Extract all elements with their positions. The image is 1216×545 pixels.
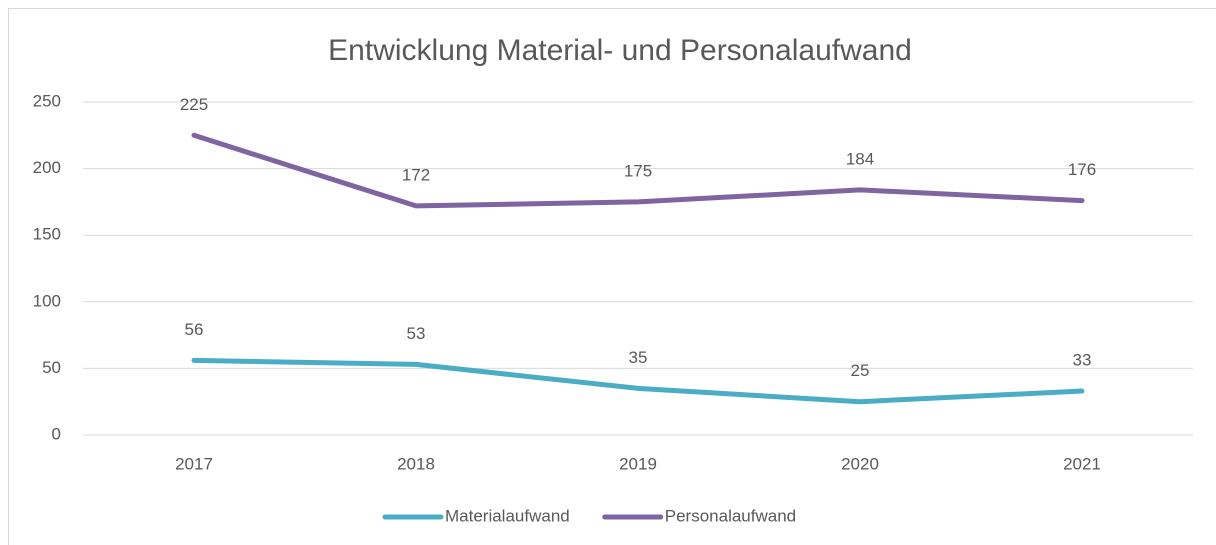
- data-label: 184: [846, 149, 874, 168]
- x-tick-label: 2020: [841, 454, 879, 473]
- y-tick-label: 0: [52, 424, 61, 443]
- chart-title: Entwicklung Material- und Personalaufwan…: [328, 34, 912, 67]
- data-label: 53: [407, 324, 426, 343]
- data-label: 175: [624, 161, 652, 180]
- y-tick-label: 250: [33, 91, 61, 110]
- y-tick-label: 200: [33, 158, 61, 177]
- data-label: 172: [402, 165, 430, 184]
- series-line: [191, 357, 1085, 405]
- data-label: 35: [629, 348, 648, 367]
- y-tick-label: 150: [33, 225, 61, 244]
- x-tick-label: 2017: [175, 454, 213, 473]
- chart-border: [8, 8, 1216, 545]
- legend-label: Personalaufwand: [665, 506, 796, 525]
- y-tick-label: 100: [33, 291, 61, 310]
- data-label: 225: [180, 95, 208, 114]
- x-tick-label: 2021: [1063, 454, 1101, 473]
- y-tick-label: 50: [42, 358, 61, 377]
- data-label: 56: [185, 320, 204, 339]
- x-tick-label: 2019: [619, 454, 657, 473]
- data-label: 176: [1068, 160, 1096, 179]
- legend-label: Materialaufwand: [445, 506, 570, 525]
- series-line: [191, 132, 1085, 209]
- data-label: 25: [851, 361, 870, 380]
- x-tick-label: 2018: [397, 454, 435, 473]
- data-label: 33: [1073, 351, 1092, 370]
